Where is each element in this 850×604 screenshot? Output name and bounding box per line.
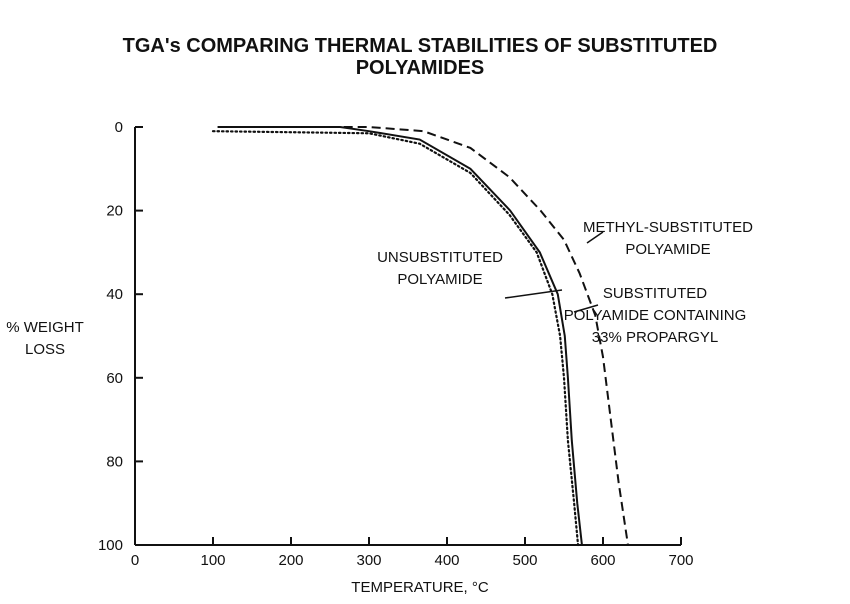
x-tick-label: 400 [434, 552, 459, 569]
chart-title: TGA's COMPARING THERMAL STABILITIES OF S… [123, 35, 718, 79]
x-tick-label: 200 [278, 552, 303, 569]
y-tick-label: 100 [98, 537, 123, 554]
y-tick-label: 80 [106, 453, 123, 470]
x-tick-label: 600 [590, 552, 615, 569]
leader-line [504, 289, 563, 299]
x-tick-label: 300 [356, 552, 381, 569]
x-axis-label: TEMPERATURE, °C [351, 579, 489, 596]
series-label: UNSUBSTITUTED POLYAMIDE [377, 249, 503, 288]
series-line [217, 126, 583, 546]
series-line [217, 126, 629, 546]
x-tick-label: 0 [131, 552, 139, 569]
leader-line [586, 231, 604, 244]
y-tick-label: 60 [106, 370, 123, 387]
y-axis-label: % WEIGHT LOSS [6, 319, 84, 358]
x-tick-label: 700 [668, 552, 693, 569]
x-tick-label: 100 [200, 552, 225, 569]
series-label: METHYL-SUBSTITUTED POLYAMIDE [583, 219, 753, 258]
y-tick-label: 40 [106, 286, 123, 303]
y-tick-label: 0 [115, 119, 123, 136]
y-tick-label: 20 [106, 203, 123, 220]
leader-line [573, 304, 599, 313]
x-tick-label: 500 [512, 552, 537, 569]
series-label: SUBSTITUTED POLYAMIDE CONTAINING 33% PROPA… [564, 285, 747, 346]
series-line [211, 130, 580, 547]
